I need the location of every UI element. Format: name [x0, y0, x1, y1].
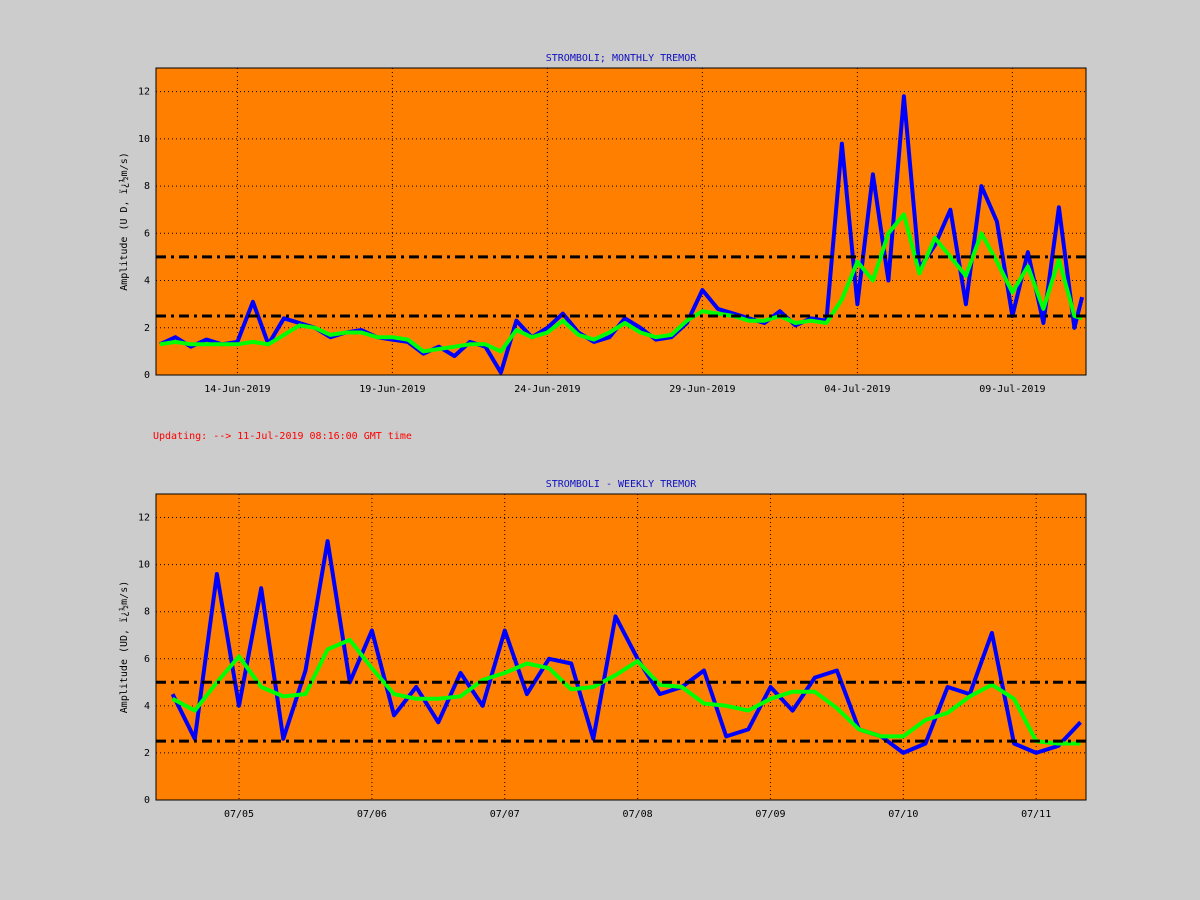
x-tick-label: 14-Jun-2019 — [204, 384, 270, 395]
y-tick-label: 4 — [144, 701, 150, 712]
x-tick-label: 09-Jul-2019 — [979, 384, 1045, 395]
y-tick-label: 6 — [144, 654, 150, 665]
y-tick-label: 2 — [144, 323, 150, 334]
plot-area — [155, 493, 1087, 801]
x-tick-label: 29-Jun-2019 — [669, 384, 735, 395]
y-tick-label: 8 — [144, 607, 150, 618]
y-tick-label: 10 — [138, 134, 150, 145]
x-tick-label: 19-Jun-2019 — [359, 384, 425, 395]
y-tick-label: 0 — [144, 370, 150, 381]
x-tick-label: 24-Jun-2019 — [514, 384, 580, 395]
chart-title: STROMBOLI - WEEKLY TREMOR — [546, 479, 697, 490]
series-line — [170, 539, 1082, 755]
y-tick-label: 10 — [138, 560, 150, 571]
x-tick-label: 04-Jul-2019 — [824, 384, 890, 395]
chart-title: STROMBOLI; MONTHLY TREMOR — [546, 53, 697, 64]
x-tick-label: 07/10 — [888, 809, 918, 820]
y-axis-label: Amplitude (UD, ï¿½m/s) — [118, 581, 130, 713]
y-tick-label: 12 — [138, 513, 150, 524]
x-tick-label: 07/11 — [1021, 809, 1051, 820]
y-tick-label: 6 — [144, 228, 150, 239]
y-tick-label: 2 — [144, 748, 150, 759]
y-axis-label: Amplitude (U D, ï¿½m/s) — [118, 152, 130, 290]
series-line — [171, 637, 1081, 746]
y-tick-label: 12 — [138, 87, 150, 98]
x-tick-label: 07/09 — [755, 809, 785, 820]
x-tick-label: 07/07 — [490, 809, 520, 820]
y-tick-label: 8 — [144, 181, 150, 192]
y-tick-label: 0 — [144, 795, 150, 806]
update-note: Updating: --> 11-Jul-2019 08:16:00 GMT t… — [153, 431, 412, 442]
x-tick-label: 07/05 — [224, 809, 254, 820]
y-tick-label: 4 — [144, 276, 150, 287]
x-tick-label: 07/06 — [357, 809, 387, 820]
series-line — [159, 212, 1083, 354]
x-tick-label: 07/08 — [623, 809, 653, 820]
